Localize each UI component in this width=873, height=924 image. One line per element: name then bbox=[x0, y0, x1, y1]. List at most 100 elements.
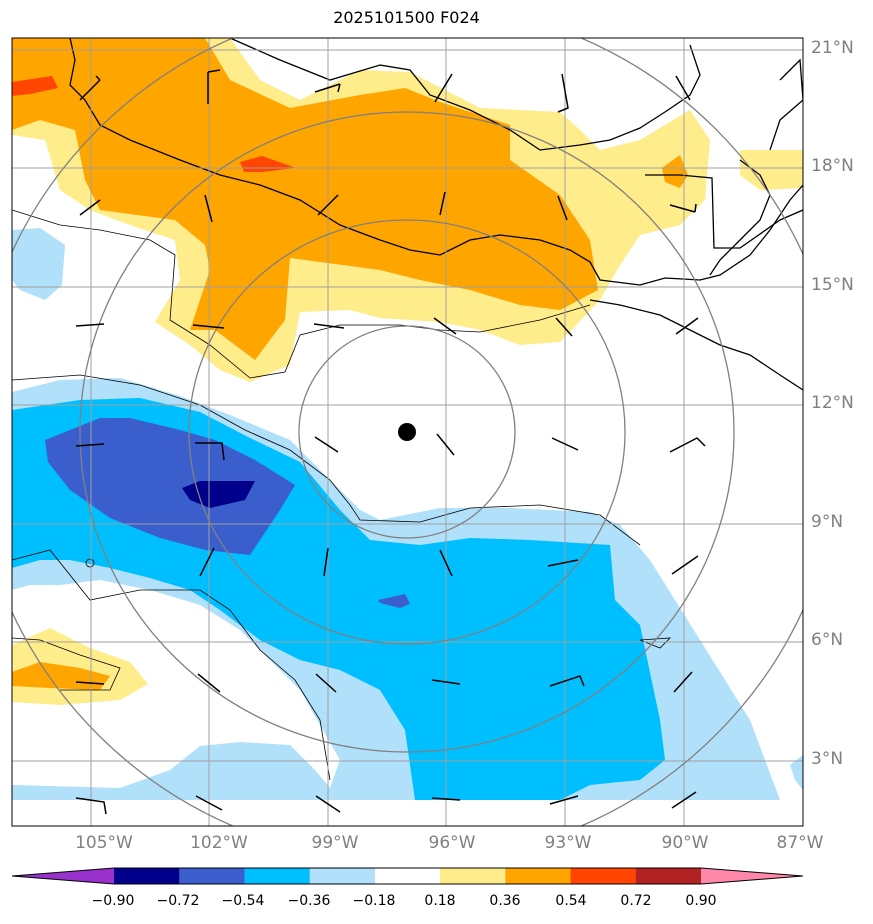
colorbar-tick-label: 0.90 bbox=[685, 893, 717, 909]
wind-barb bbox=[549, 795, 579, 805]
contour-outline bbox=[12, 637, 121, 691]
colorbar-tick-label: 0.54 bbox=[555, 893, 587, 909]
graticule bbox=[12, 38, 803, 826]
lon-label-93: 93°W bbox=[544, 833, 592, 853]
wind-barb bbox=[555, 317, 573, 337]
anomaly-fill bbox=[12, 38, 803, 800]
lat-label-21: 21°N bbox=[811, 38, 854, 58]
colorbar-tick-label: 0.36 bbox=[489, 893, 521, 909]
wind-barb bbox=[75, 797, 107, 815]
wind-barb bbox=[315, 673, 337, 693]
wind-barb bbox=[323, 547, 329, 577]
coastlines bbox=[69, 38, 803, 391]
coastline-yucatan bbox=[645, 174, 803, 249]
map-frame bbox=[11, 37, 804, 827]
wind-barb bbox=[79, 75, 101, 101]
lon-label-99: 99°W bbox=[311, 833, 359, 853]
colorbar-segment bbox=[440, 868, 506, 884]
colorbar-tick-label: −0.18 bbox=[352, 893, 396, 909]
wind-barb bbox=[195, 442, 225, 461]
range-ring-2 bbox=[188, 219, 626, 645]
lat-label-3: 3°N bbox=[811, 749, 844, 769]
wind-barb bbox=[192, 324, 225, 329]
lon-label-90: 90°W bbox=[661, 833, 709, 853]
colorbar-segment bbox=[505, 868, 572, 884]
contour-outline bbox=[12, 549, 331, 781]
wind-barb bbox=[195, 795, 223, 811]
range-ring-1 bbox=[298, 325, 516, 539]
wind-barb bbox=[317, 194, 339, 216]
lat-label-9: 9°N bbox=[811, 512, 844, 532]
wind-barb bbox=[669, 203, 697, 213]
wind-barb bbox=[313, 323, 345, 329]
colorbar-tick-label: −0.36 bbox=[287, 893, 331, 909]
contour-lines bbox=[12, 209, 672, 781]
wind-barb bbox=[433, 317, 457, 335]
lon-label-96: 96°W bbox=[428, 833, 476, 853]
colorbar-segment bbox=[635, 868, 702, 884]
wind-barb bbox=[79, 199, 101, 216]
wind-barb bbox=[431, 679, 461, 685]
wind-barb bbox=[439, 191, 446, 216]
negative-anomaly-light-3 bbox=[790, 755, 803, 790]
wind-barb bbox=[557, 73, 569, 113]
coastline-east bbox=[769, 58, 803, 151]
contour-outline bbox=[639, 637, 672, 649]
lon-label-105: 105°W bbox=[75, 833, 133, 853]
map-title: 2025101500 F024 bbox=[333, 8, 480, 27]
wind-barb bbox=[207, 69, 221, 104]
wind-barb bbox=[431, 797, 461, 801]
contour-outline bbox=[12, 374, 641, 546]
wind-barb bbox=[675, 317, 699, 335]
lon-label-87: 87°W bbox=[776, 833, 824, 853]
colorbar-tick-label: 0.72 bbox=[620, 893, 652, 909]
wind-barb bbox=[314, 83, 341, 93]
wind-barb bbox=[675, 75, 691, 101]
negative-anomaly-strong bbox=[45, 418, 295, 555]
wind-barb bbox=[75, 323, 105, 327]
range-rings bbox=[12, 38, 803, 826]
colorbar-segment bbox=[179, 868, 245, 884]
wind-barb bbox=[557, 195, 568, 221]
positive-anomaly-high bbox=[12, 76, 58, 96]
coastline-mexico bbox=[69, 38, 803, 286]
colorbar-tick-label: 0.18 bbox=[424, 893, 456, 909]
wind-barb bbox=[669, 437, 706, 453]
wind-barb bbox=[314, 436, 339, 453]
wind-barb bbox=[75, 681, 105, 685]
colorbar-segment bbox=[244, 868, 311, 884]
colorbar-tick-label: −0.90 bbox=[91, 893, 135, 909]
colorbar-segment bbox=[309, 868, 376, 884]
wind-barb bbox=[204, 194, 213, 223]
positive-anomaly-mid-2 bbox=[662, 155, 688, 188]
wind-barb bbox=[673, 671, 693, 693]
colorbar-tick-label: −0.72 bbox=[156, 893, 200, 909]
wind-barb bbox=[197, 673, 221, 693]
wind-barb bbox=[75, 443, 105, 447]
storm-center-marker bbox=[398, 423, 416, 441]
positive-anomaly-light-2 bbox=[740, 150, 803, 190]
lat-label-15: 15°N bbox=[811, 275, 854, 295]
wind-barbs bbox=[75, 69, 706, 815]
lat-label-12: 12°N bbox=[811, 393, 854, 413]
colorbar-tick-label: −0.54 bbox=[221, 893, 265, 909]
lon-label-102: 102°W bbox=[190, 833, 248, 853]
colorbar-outline bbox=[11, 867, 804, 885]
wind-barb bbox=[315, 795, 341, 813]
wind-barb bbox=[439, 549, 453, 577]
positive-anomaly-mid bbox=[12, 38, 598, 360]
coastline-caribbean bbox=[709, 159, 771, 276]
wind-barb bbox=[551, 437, 579, 451]
wind-barb bbox=[547, 559, 579, 567]
negative-anomaly-light-2 bbox=[12, 228, 65, 300]
colorbar-extend-low bbox=[12, 868, 114, 884]
coastline-central-america bbox=[589, 299, 803, 391]
wind-barb bbox=[436, 433, 455, 456]
colorbar bbox=[11, 867, 804, 885]
contour-outline bbox=[12, 209, 591, 379]
negative-anomaly-extreme bbox=[182, 481, 255, 508]
lat-label-18: 18°N bbox=[811, 156, 854, 176]
wind-barb bbox=[434, 73, 453, 103]
colorbar-segment bbox=[570, 868, 637, 884]
